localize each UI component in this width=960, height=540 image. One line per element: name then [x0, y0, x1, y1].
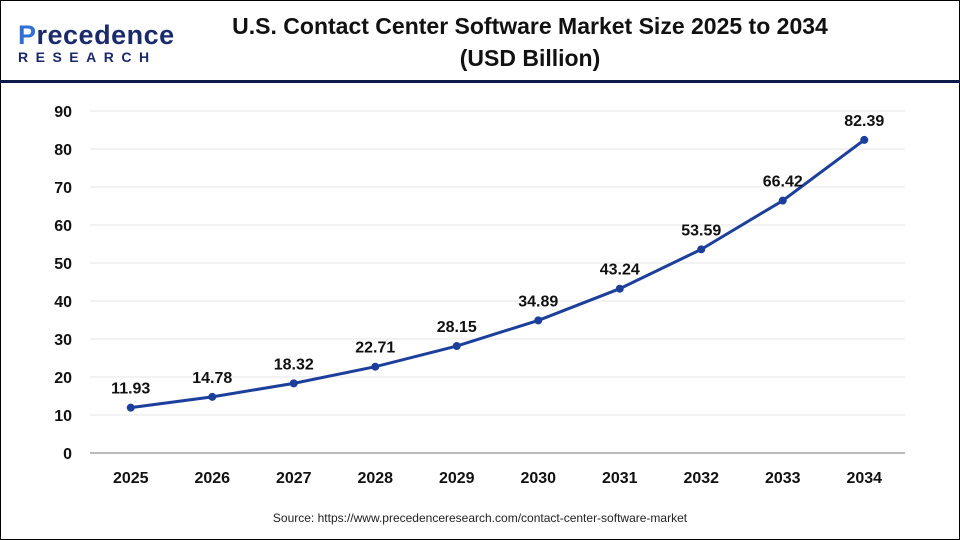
data-point: [126, 403, 135, 412]
data-label: 43.24: [600, 262, 640, 279]
y-tick-label: 80: [54, 142, 72, 159]
logo-wordmark: recedence: [36, 20, 175, 50]
y-tick-label: 60: [54, 218, 72, 235]
logo-initial: P: [18, 20, 37, 50]
header: Precedence RESEARCH U.S. Contact Center …: [0, 0, 960, 83]
data-point: [452, 342, 461, 351]
data-point: [778, 196, 787, 205]
data-label: 53.59: [681, 222, 721, 239]
data-label: 18.32: [274, 356, 314, 373]
data-label: 82.39: [844, 113, 884, 130]
x-tick-label: 2028: [357, 470, 393, 487]
y-tick-label: 30: [54, 332, 72, 349]
y-tick-label: 90: [54, 104, 72, 121]
x-tick-label: 2031: [602, 470, 638, 487]
y-tick-label: 20: [54, 370, 72, 387]
data-point: [208, 392, 217, 401]
data-label: 28.15: [437, 319, 477, 336]
data-point: [534, 316, 543, 325]
x-tick-label: 2034: [846, 470, 882, 487]
logo: Precedence RESEARCH: [18, 20, 175, 65]
data-point: [289, 379, 298, 388]
x-tick-label: 2026: [194, 470, 230, 487]
series-line: [130, 138, 866, 410]
y-tick-label: 40: [54, 294, 72, 311]
source-text: Source: https://www.precedenceresearch.c…: [272, 511, 688, 525]
data-label: 34.89: [518, 293, 558, 310]
y-tick-label: 70: [54, 180, 72, 197]
y-tick-label: 0: [63, 446, 72, 463]
x-tick-label: 2029: [439, 470, 475, 487]
data-point: [371, 362, 380, 371]
title-line-2: (USD Billion): [459, 45, 601, 71]
chart-title: U.S. Contact Center Software Market Size…: [230, 10, 830, 74]
logo-subtitle: RESEARCH: [18, 49, 157, 65]
data-point: [615, 284, 624, 293]
y-tick-label: 10: [54, 408, 72, 425]
y-tick-label: 50: [54, 256, 72, 273]
x-tick-label: 2033: [765, 470, 801, 487]
x-tick-label: 2032: [683, 470, 719, 487]
data-point: [860, 135, 869, 144]
data-label: 14.78: [192, 370, 232, 387]
x-tick-label: 2027: [276, 470, 312, 487]
x-tick-label: 2025: [113, 470, 149, 487]
data-label: 11.93: [111, 381, 150, 398]
data-label: 66.42: [763, 174, 803, 191]
x-tick-label: 2030: [520, 470, 556, 487]
title-line-1: U.S. Contact Center Software Market Size…: [232, 13, 828, 39]
data-label: 22.71: [355, 340, 395, 357]
data-point: [697, 245, 706, 254]
